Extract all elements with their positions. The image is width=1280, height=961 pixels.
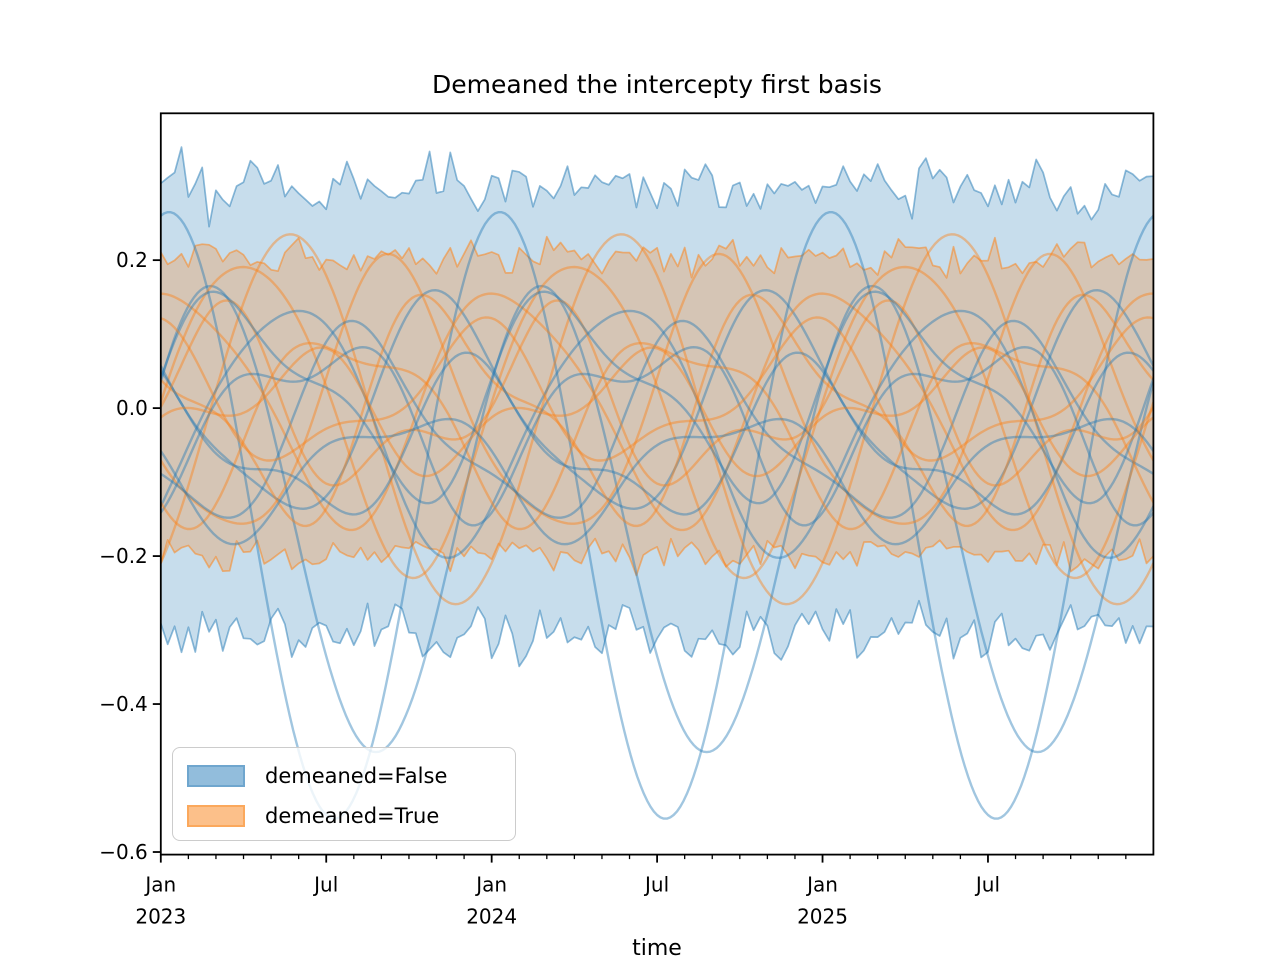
band-edge-orange-lower [160,537,1154,577]
axis-tick-labels: 0.2 0.0 −0.2 −0.4 −0.6 Jan 2023 Jul Jan 2024 Jul Ja… [99,248,1000,928]
legend-entry-demeaned-true: demeaned=True [187,796,515,836]
series-line-orange [160,316,1154,462]
x-tick-label: Jan [474,873,507,897]
y-tick-label: −0.6 [99,840,148,864]
series-line-blue [160,284,1154,754]
x-axis-label: time [632,936,682,961]
band-edge-blue-upper [160,146,1154,228]
legend-label-demeaned-true: demeaned=True [265,804,440,828]
confidence-band-orange [160,236,1154,576]
series-line-orange [160,293,1154,528]
series-line-blue [160,290,1154,505]
x-tick-year-label: 2024 [466,905,517,929]
series-line-orange [160,346,1154,478]
series-line-blue [160,346,1154,527]
legend-swatch-blue-band-icon [187,765,245,787]
y-tick-label: −0.2 [99,544,148,568]
x-tick-year-label: 2025 [797,905,848,929]
confidence-band-blue [160,147,1154,667]
series-line-blue [160,417,1154,546]
legend-entry-demeaned-false: demeaned=False [187,756,515,796]
series-line-blue [160,289,1154,510]
x-tick-year-label: 2023 [135,905,186,929]
series-line-orange [160,265,1154,580]
chart-title: Demeaned the intercepty first basis [432,70,882,99]
series-line-blue [160,351,1154,516]
x-tick-label: Jul [312,873,338,897]
legend: demeaned=False demeaned=True [172,747,516,841]
series-line-orange [160,292,1154,532]
y-tick-label: 0.0 [116,396,148,420]
legend-label-demeaned-false: demeaned=False [265,764,448,788]
x-tick-label: Jan [805,873,838,897]
band-edge-orange-upper [160,235,1154,279]
y-tick-label: −0.4 [99,692,148,716]
x-tick-label: Jan [143,873,176,897]
series-line-orange [160,299,1154,487]
x-tick-label: Jul [974,873,1000,897]
series-line-blue [160,309,1154,559]
band-edge-blue-lower [160,599,1154,668]
x-tick-label: Jul [643,873,669,897]
legend-swatch-orange-band-icon [187,805,245,827]
axis-ticks [152,259,1127,863]
plot-content [160,146,1154,820]
series-line-orange [160,233,1154,606]
series-line-blue [160,319,1154,519]
series-line-orange [160,341,1154,531]
y-tick-label: 0.2 [116,248,148,272]
series-line-orange [160,252,1154,525]
